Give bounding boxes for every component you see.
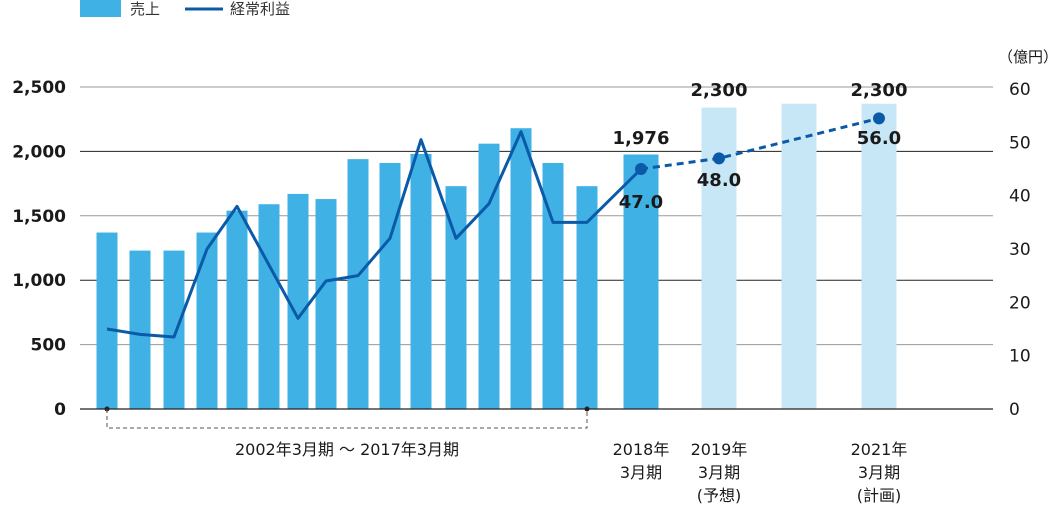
- category-label: 2002年3月期 ～ 2017年3月期: [235, 440, 459, 459]
- sales-bar: [445, 186, 467, 409]
- sales-bar: [623, 154, 659, 409]
- sales-bar: [576, 186, 598, 409]
- category-label: 2021年: [851, 440, 908, 459]
- right-tick-label: 60: [1009, 80, 1031, 100]
- range-bracket-dot: [584, 406, 590, 412]
- category-label: 3月期: [858, 463, 900, 482]
- profit-marker: [713, 152, 725, 165]
- sales-value-label: 1,976: [613, 128, 670, 149]
- profit-value-label: 47.0: [619, 192, 663, 213]
- profit-marker: [873, 112, 885, 125]
- left-tick-label: 0: [54, 400, 66, 420]
- sales-value-label: 2,300: [851, 80, 908, 101]
- category-label: 2018年: [613, 440, 670, 459]
- right-tick-label: 10: [1009, 347, 1031, 367]
- left-tick-label: 1,500: [12, 207, 66, 227]
- sales-bar: [781, 103, 817, 409]
- right-axis-unit: （億円）: [998, 48, 1050, 66]
- left-tick-label: 2,500: [12, 78, 66, 98]
- left-tick-label: 1,000: [12, 271, 66, 291]
- sales-bar: [226, 210, 248, 409]
- profit-value-label: 48.0: [697, 170, 741, 191]
- profit-value-label: 56.0: [857, 128, 901, 149]
- sales-bar: [510, 128, 532, 409]
- range-bracket: [106, 409, 588, 429]
- category-label: (計画): [857, 486, 902, 505]
- right-tick-label: 0: [1009, 400, 1020, 420]
- legend-profit-label: 経常利益: [230, 0, 290, 18]
- right-tick-label: 20: [1009, 293, 1031, 313]
- profit-forecast-line: [640, 116, 880, 171]
- right-tick-label: 50: [1009, 133, 1031, 153]
- right-tick-label: 40: [1009, 187, 1031, 207]
- category-label: 3月期: [698, 463, 740, 482]
- sales-bar: [196, 232, 218, 409]
- sales-bar: [96, 232, 118, 409]
- category-label: 2019年: [691, 440, 748, 459]
- sales-bar: [410, 153, 432, 409]
- profit-line: [106, 130, 643, 339]
- left-tick-label: 500: [31, 336, 67, 356]
- legend-sales-swatch: [80, 0, 121, 17]
- left-tick-label: 2,000: [12, 142, 66, 162]
- sales-bar: [347, 159, 369, 409]
- sales-bar: [163, 250, 185, 409]
- category-label: 3月期: [620, 463, 662, 482]
- sales-bar: [542, 162, 564, 409]
- sales-bar: [258, 204, 280, 409]
- right-tick-label: 30: [1009, 240, 1031, 260]
- sales-bar: [287, 193, 309, 409]
- sales-bar: [315, 199, 337, 409]
- profit-marker: [635, 163, 647, 175]
- legend-sales-label: 売上: [130, 0, 160, 18]
- category-label: (予想): [697, 486, 742, 505]
- sales-value-label: 2,300: [691, 80, 748, 101]
- sales-bar: [861, 103, 897, 409]
- sales-bar: [379, 162, 401, 409]
- sales-bar: [129, 250, 151, 409]
